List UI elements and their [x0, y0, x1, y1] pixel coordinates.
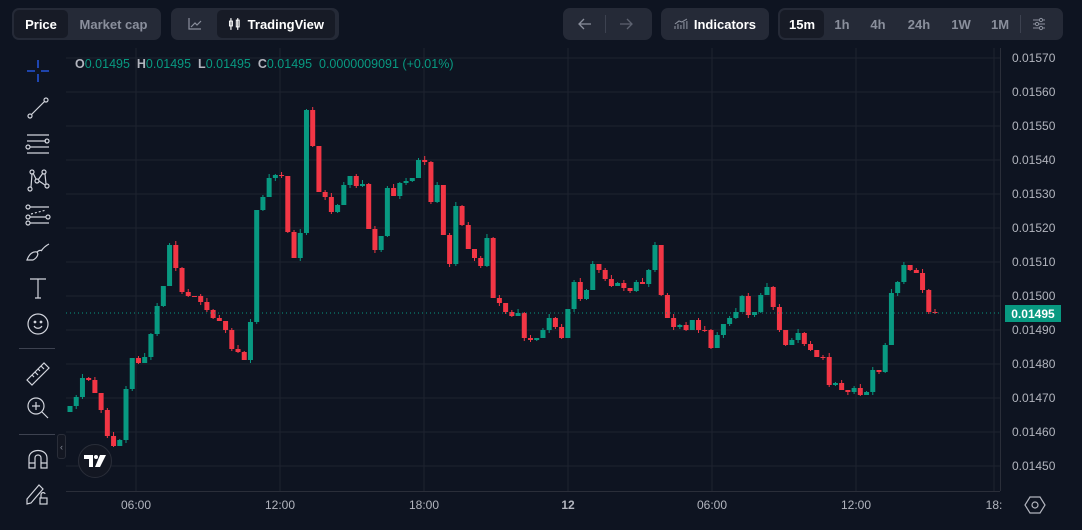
top-toolbar: Price Market cap TradingView Indicators … [0, 0, 1082, 48]
text-tool[interactable] [24, 274, 52, 302]
brush-icon [26, 243, 50, 261]
price-tick: 0.01460 [1012, 425, 1056, 439]
emoji-icon [27, 313, 49, 335]
change-value: 0.0000009091 (+0.01%) [319, 57, 454, 71]
interval-1m[interactable]: 1M [990, 16, 1010, 32]
ruler-icon [26, 362, 50, 386]
horizontal-lines-icon [25, 134, 50, 154]
price-tick: 0.01480 [1012, 357, 1056, 371]
horizontal-lines-tool[interactable] [24, 130, 52, 158]
price-tick: 0.01520 [1012, 221, 1056, 235]
price-tick: 0.01550 [1012, 119, 1056, 133]
back-button[interactable] [565, 10, 605, 38]
trend-line-icon [27, 97, 49, 119]
fib-retracement-icon [25, 204, 51, 226]
interval-1h[interactable]: 1h [834, 16, 850, 32]
indicators-icon [674, 18, 688, 29]
time-axis[interactable]: 06:00 12:00 18:00 12 06:00 12:00 18: [66, 491, 1003, 530]
indicators-group: Indicators [661, 8, 769, 40]
divider [19, 434, 55, 435]
trend-line-tool[interactable] [24, 94, 52, 122]
chart-mode-toggle: TradingView [171, 8, 339, 40]
arrow-left-icon [578, 18, 591, 30]
price-tick: 0.01540 [1012, 153, 1056, 167]
text-icon [30, 278, 46, 299]
ohlc-legend: O0.01495 H0.01495 L0.01495 C0.01495 0.00… [75, 57, 454, 71]
tradingview-label: TradingView [247, 16, 324, 32]
tradingview-logo[interactable] [78, 444, 112, 478]
price-tick: 0.01450 [1012, 459, 1056, 473]
line-chart-button[interactable] [173, 10, 217, 38]
crosshair-tool[interactable] [24, 57, 52, 85]
close-value: 0.01495 [266, 57, 313, 71]
fib-tool[interactable] [24, 202, 52, 230]
arrow-right-icon [620, 18, 633, 30]
sliders-icon [1033, 17, 1045, 31]
price-tick: 0.01570 [1012, 51, 1056, 65]
time-tick: 06:00 [120, 498, 152, 512]
indicators-label: Indicators [693, 16, 756, 32]
zoom-in-icon [27, 397, 49, 419]
magnet-tool[interactable] [24, 444, 52, 472]
chart-settings-button[interactable] [1021, 10, 1057, 38]
lock-drawings-tool[interactable] [24, 480, 52, 508]
interval-selector: 15m 1h 4h 24h 1W 1M [778, 8, 1063, 40]
low-value: 0.01495 [205, 57, 251, 71]
price-tick: 0.01530 [1012, 187, 1056, 201]
price-tick: 0.01560 [1012, 85, 1056, 99]
history-nav [563, 8, 652, 40]
interval-24h[interactable]: 24h [907, 16, 931, 32]
time-tick: 18:00 [408, 498, 440, 512]
pattern-icon [27, 169, 50, 192]
price-tick: 0.01510 [1012, 255, 1056, 269]
indicators-button[interactable]: Indicators [663, 10, 767, 38]
close-label: C [257, 57, 267, 71]
price-tick: 0.01500 [1012, 289, 1056, 303]
current-price-label: 0.01495 [1005, 305, 1061, 322]
price-tab[interactable]: Price [14, 10, 68, 38]
open-label: O [75, 57, 85, 71]
lock-drawings-icon [26, 484, 48, 505]
price-type-toggle: Price Market cap [12, 8, 161, 40]
axis-settings-icon[interactable] [1024, 494, 1046, 516]
price-tick: 0.01470 [1012, 391, 1056, 405]
tradingview-logo-icon [84, 455, 106, 467]
forward-button[interactable] [606, 10, 646, 38]
time-tick: 18: [985, 498, 1003, 512]
crosshair-icon [27, 60, 49, 82]
tradingview-button[interactable]: TradingView [217, 10, 335, 38]
time-tick: 12 [561, 498, 575, 512]
divider [19, 348, 55, 349]
line-chart-icon [188, 18, 202, 30]
emoji-tool[interactable] [24, 310, 52, 338]
interval-15m[interactable]: 15m [780, 10, 824, 38]
time-tick: 12:00 [264, 498, 296, 512]
candlestick-icon [228, 18, 240, 30]
time-tick: 06:00 [696, 498, 728, 512]
drawing-toolbar [0, 50, 62, 530]
low-label: L [198, 57, 206, 71]
time-tick: 12:00 [840, 498, 872, 512]
interval-4h[interactable]: 4h [870, 16, 886, 32]
candlestick-chart [66, 48, 1000, 491]
chart-canvas[interactable] [66, 48, 1000, 491]
divider [1020, 15, 1021, 33]
interval-1w[interactable]: 1W [951, 16, 971, 32]
market-cap-tab[interactable]: Market cap [79, 16, 148, 32]
zoom-in-tool[interactable] [24, 394, 52, 422]
open-value: 0.01495 [84, 57, 130, 71]
price-axis[interactable]: 0.01570 0.01560 0.01550 0.01540 0.01530 0.015… [1000, 48, 1082, 491]
magnet-icon [28, 449, 48, 469]
divider [605, 15, 606, 33]
brush-tool[interactable] [24, 238, 52, 266]
high-value: 0.01495 [145, 57, 192, 71]
price-tick: 0.01490 [1012, 323, 1056, 337]
ruler-tool[interactable] [24, 360, 52, 388]
collapse-toolbar-button[interactable]: ‹ [57, 434, 66, 459]
chevron-left-icon: ‹ [60, 441, 63, 452]
pattern-tool[interactable] [24, 166, 52, 194]
high-label: H [136, 57, 146, 71]
